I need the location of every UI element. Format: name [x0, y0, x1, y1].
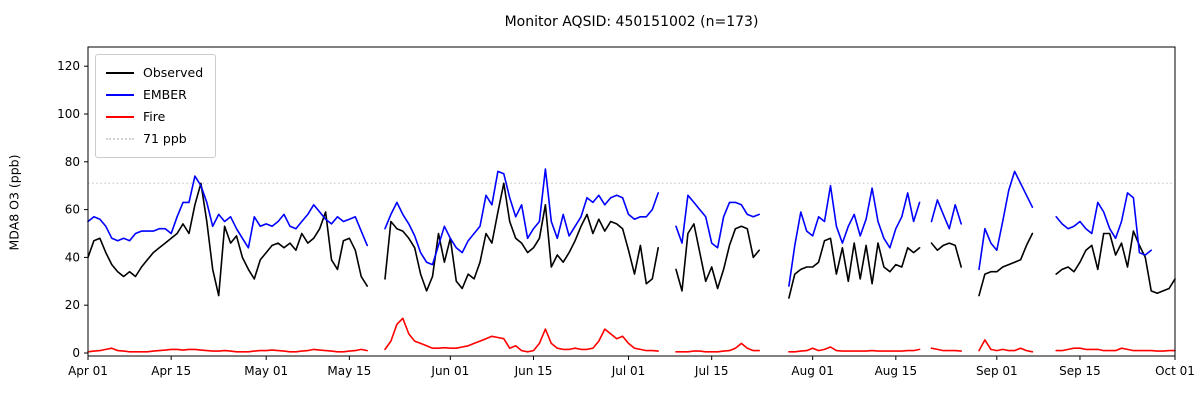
fire-line-sample	[106, 116, 134, 118]
series-line-fire	[87, 317, 1176, 353]
x-tick-label: May 01	[244, 364, 288, 378]
legend-label-observed: Observed	[143, 64, 204, 80]
observed-line-sample	[106, 72, 134, 74]
series-line-ember	[87, 168, 1152, 287]
x-tick-label: Jul 01	[611, 364, 646, 378]
x-tick-label: Jun 01	[430, 364, 469, 378]
y-tick-label: 0	[72, 346, 80, 360]
x-tick-label: Oct 01	[1155, 364, 1195, 378]
y-tick-label: 20	[65, 298, 80, 312]
x-tick-label: Sep 15	[1059, 364, 1101, 378]
chart-title: Monitor AQSID: 450151002 (n=173)	[504, 14, 759, 30]
x-tick-label: Aug 01	[791, 364, 834, 378]
x-tick-label: Aug 15	[875, 364, 918, 378]
y-tick-label: 40	[65, 250, 80, 264]
legend-item-observed: Observed	[106, 62, 203, 84]
ember-line-sample	[106, 94, 134, 96]
legend-label-fire: Fire	[143, 108, 166, 124]
legend-item-ember: EMBER	[106, 84, 203, 106]
legend: Observed EMBER Fire 71 ppb	[95, 54, 217, 158]
x-tick-label: Sep 01	[976, 364, 1018, 378]
y-tick-label: 80	[65, 155, 80, 169]
y-tick-label: 60	[65, 203, 80, 217]
legend-label-ember: EMBER	[143, 86, 187, 102]
x-tick-label: May 15	[327, 364, 371, 378]
legend-label-threshold: 71 ppb	[143, 130, 187, 146]
threshold-line-sample	[106, 138, 134, 140]
y-tick-label: 120	[57, 59, 80, 73]
legend-item-threshold: 71 ppb	[106, 128, 203, 150]
x-tick-label: Jul 15	[694, 364, 729, 378]
x-tick-label: Jun 15	[514, 364, 553, 378]
axes-box	[87, 46, 1176, 357]
x-tick-label: Apr 01	[68, 364, 108, 378]
series-line-observed	[87, 182, 1176, 299]
y-tick-label: 100	[57, 107, 80, 121]
x-tick-label: Apr 15	[151, 364, 191, 378]
legend-item-fire: Fire	[106, 106, 203, 128]
